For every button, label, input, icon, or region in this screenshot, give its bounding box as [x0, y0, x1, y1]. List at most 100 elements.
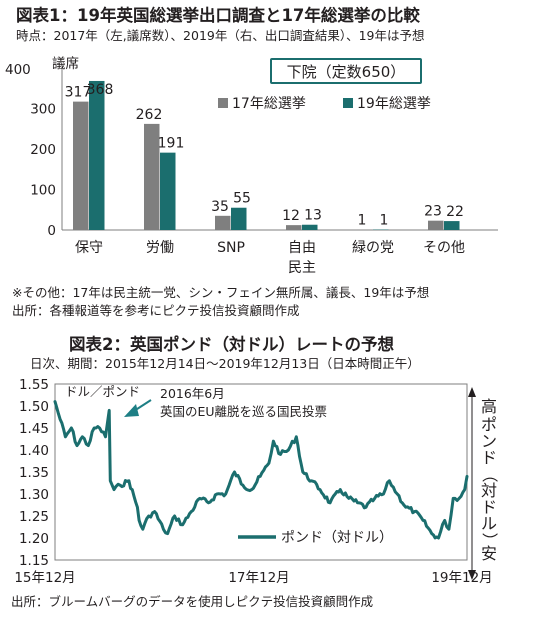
direction-label-char: 対	[481, 481, 497, 500]
gbp-data-point	[421, 519, 425, 522]
bar-2019-0	[89, 80, 105, 231]
chart2-y-tick: 1.20	[19, 531, 49, 547]
gbp-data-point	[87, 444, 90, 447]
gbp-data-point	[310, 479, 313, 482]
bar-value-label: 12	[282, 208, 300, 224]
gbp-data-point	[356, 501, 359, 504]
direction-label-char: ド	[481, 498, 497, 517]
gbp-data-point	[141, 528, 144, 531]
bar-value-label: 35	[211, 199, 229, 215]
gbp-usd-points	[53, 400, 469, 540]
direction-arrow-up	[468, 387, 476, 397]
legend-swatch-17	[218, 98, 228, 108]
gbp-data-point	[272, 440, 275, 443]
chart2-y-tick: 1.30	[19, 487, 49, 503]
bar-value-label: 368	[87, 82, 114, 98]
chart2-note: 出所：ブルームバーグのデータを使用しピクテ投信投資顧問作成	[11, 594, 373, 609]
direction-label-char: ポ	[481, 415, 497, 434]
brexit-annotation-date: 2016年6月	[160, 386, 225, 401]
legend-swatch-19	[343, 98, 353, 108]
chart-2: 図表2：英国ポンド（対ドル）レートの予想 日次、期間：2015年12月14日～2…	[11, 334, 499, 609]
bar-2017-5	[428, 220, 444, 230]
bar-2017-1	[144, 123, 160, 230]
bar-2019-2	[231, 207, 247, 230]
gbp-data-point	[215, 492, 219, 496]
chart2-x-tick: 15年12月	[14, 570, 75, 586]
bar-2019-1	[160, 152, 176, 230]
gbp-data-point	[81, 435, 84, 438]
gbp-data-point	[166, 532, 169, 535]
chart1-title: 図表1：19年英国総選挙出口調査と17年総選挙の比較	[16, 5, 420, 25]
bar-value-label: 23	[424, 204, 442, 220]
chart1-y-tick: 400	[5, 62, 31, 78]
bar-value-label: 13	[304, 208, 322, 224]
gbp-data-point	[328, 501, 332, 504]
gbp-data-point	[64, 435, 67, 438]
chart1-y-unit: 議席	[52, 55, 79, 72]
chart2-y-ticks: 1.15 1.20 1.25 1.30 1.35 1.40 1.45 1.50 1.55	[19, 377, 49, 569]
category-label: 労働	[146, 240, 174, 256]
gbp-data-point	[241, 484, 245, 487]
gbp-data-point	[233, 470, 236, 474]
bar-2019-5	[444, 221, 460, 230]
gbp-data-point	[447, 528, 451, 531]
gbp-data-point	[413, 510, 416, 513]
gbp-data-point	[295, 435, 298, 438]
direction-indicator: 高 ポンド（対ドル） 安	[468, 387, 499, 580]
chart2-y-tick: 1.40	[19, 443, 49, 459]
gbp-data-point	[373, 497, 376, 500]
gbp-data-point	[451, 497, 455, 500]
chart2-title: 図表2：英国ポンド（対ドル）レートの予想	[69, 334, 394, 354]
gbp-data-point	[382, 492, 385, 496]
direction-label-char: ド	[481, 448, 497, 467]
seat-count-label: 下院（定数650）	[287, 63, 406, 81]
legend-label-19: 19年総選挙	[357, 96, 431, 112]
chart2-y-tick: 1.15	[19, 553, 49, 569]
gbp-data-point	[430, 532, 433, 535]
chart2-legend: ポンド（対ドル）	[238, 530, 393, 546]
gbp-data-point	[107, 409, 111, 412]
gbp-data-point	[75, 444, 79, 447]
direction-arrow-down	[468, 570, 476, 580]
legend-label-gbp: ポンド（対ドル）	[281, 530, 393, 546]
chart1-y-tick: 0	[47, 223, 56, 239]
chart1-legend: 17年総選挙 19年総選挙	[218, 96, 431, 112]
chart2-x-tick: 19年12月	[431, 570, 492, 586]
gbp-data-point	[58, 418, 62, 421]
category-label: 保守	[75, 240, 103, 256]
gbp-data-point	[53, 400, 57, 403]
gbp-data-point	[301, 470, 304, 474]
gbp-data-point	[207, 501, 210, 504]
chart1-subtitle: 時点：2017年（左,議席数）、2019年（右、出口調査結果）、19年は予想	[16, 28, 425, 43]
gbp-data-point	[443, 519, 446, 522]
legend-label-17: 17年総選挙	[232, 96, 306, 112]
brexit-annotation-text: 英国のEU離脱を巡る国民投票	[160, 404, 327, 419]
bar-value-label: 191	[158, 136, 185, 152]
gbp-data-point	[93, 426, 96, 430]
bar-value-label: 1	[380, 213, 389, 229]
gbp-data-point	[98, 426, 101, 430]
gbp-data-point	[118, 484, 122, 487]
gbp-data-point	[137, 519, 141, 522]
direction-label-mid: ポンド（対ドル）	[480, 415, 499, 549]
gbp-data-point	[463, 488, 466, 491]
bar-value-label: 1	[358, 213, 367, 229]
category-label: 自由	[288, 240, 316, 256]
chart1-note-1: ※その他：17年は民主統一党、シン・フェイン無所属、議長、19年は予想	[12, 285, 429, 300]
seat-count-box	[270, 58, 422, 84]
direction-label-low: 安	[481, 544, 497, 563]
gbp-data-point	[109, 479, 112, 482]
gbp-data-point	[162, 528, 165, 531]
gbp-data-point	[347, 497, 350, 500]
chart2-y-tick: 1.25	[19, 509, 49, 525]
direction-label-char: ン	[481, 432, 497, 451]
chart1-y-tick: 200	[30, 142, 56, 158]
gbp-data-point	[279, 453, 282, 456]
gbp-data-point	[465, 475, 469, 478]
chart-1: 図表1：19年英国総選挙出口調査と17年総選挙の比較 時点：2017年（左,議席…	[5, 5, 498, 318]
gbp-data-point	[250, 488, 253, 491]
chart1-y-tick: 300	[30, 102, 56, 118]
gbp-data-point	[224, 492, 227, 496]
gbp-data-point	[104, 435, 107, 438]
gbp-data-point	[127, 479, 131, 482]
